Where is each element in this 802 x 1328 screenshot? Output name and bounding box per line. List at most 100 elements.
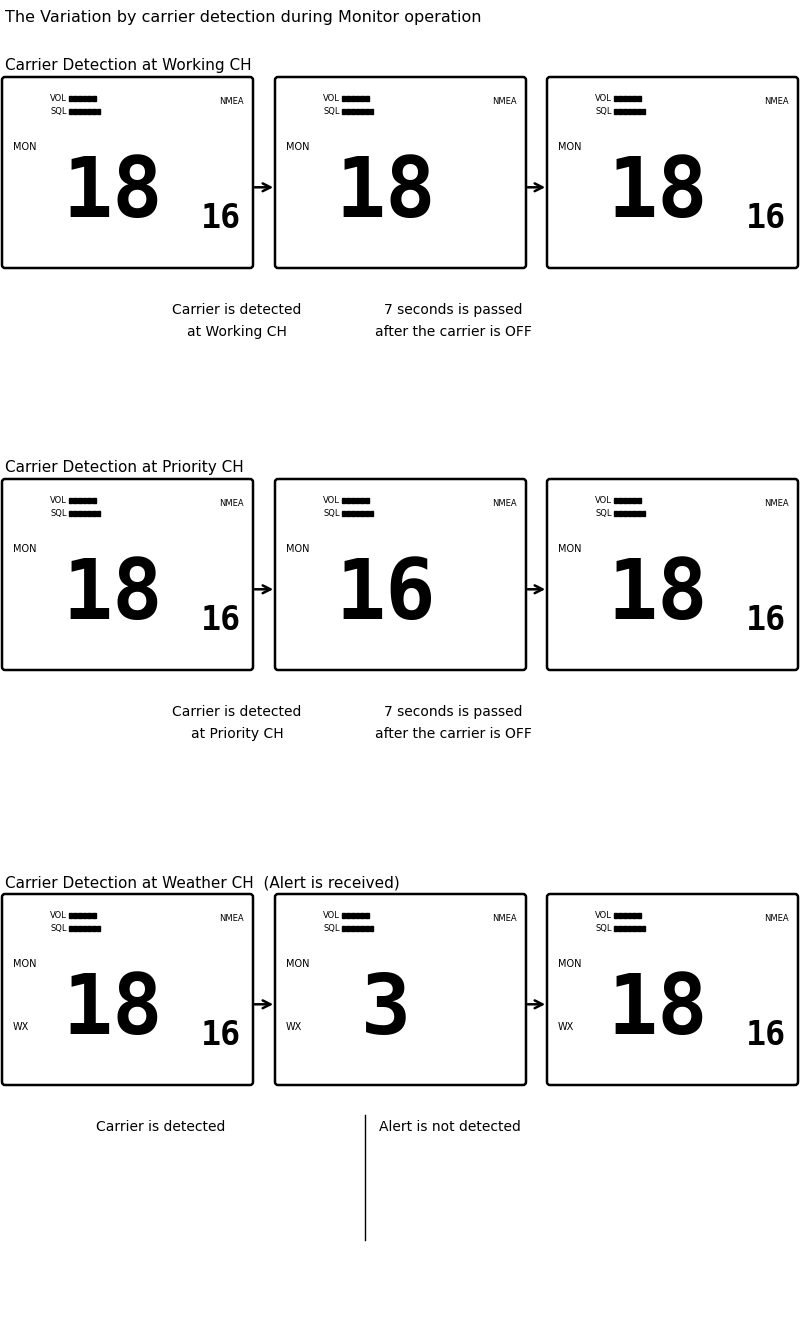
- Text: MON: MON: [286, 959, 309, 968]
- Text: NMEA: NMEA: [219, 914, 244, 923]
- Bar: [613, 926, 617, 931]
- Bar: [370, 926, 373, 931]
- Bar: [346, 498, 350, 503]
- Text: VOL: VOL: [322, 495, 339, 505]
- Text: VOL: VOL: [50, 495, 67, 505]
- Bar: [632, 511, 635, 517]
- Text: WX: WX: [13, 1021, 29, 1032]
- Bar: [360, 109, 363, 114]
- Bar: [613, 96, 617, 101]
- Bar: [73, 926, 77, 931]
- Bar: [370, 511, 373, 517]
- Text: at Priority CH: at Priority CH: [190, 726, 283, 741]
- Text: 16: 16: [744, 1020, 784, 1052]
- Bar: [69, 96, 72, 101]
- Text: NMEA: NMEA: [219, 97, 244, 106]
- Bar: [346, 914, 350, 918]
- Text: MON: MON: [286, 142, 309, 151]
- Bar: [360, 914, 363, 918]
- Bar: [83, 498, 86, 503]
- Bar: [355, 914, 358, 918]
- Text: SQL: SQL: [594, 509, 611, 518]
- Bar: [87, 498, 91, 503]
- Bar: [632, 498, 635, 503]
- Bar: [346, 926, 350, 931]
- Text: VOL: VOL: [322, 94, 339, 104]
- Bar: [350, 96, 354, 101]
- Bar: [346, 96, 350, 101]
- Bar: [632, 926, 635, 931]
- Bar: [83, 96, 86, 101]
- Bar: [622, 511, 626, 517]
- Text: SQL: SQL: [51, 509, 67, 518]
- Bar: [365, 109, 368, 114]
- Text: NMEA: NMEA: [492, 97, 516, 106]
- Bar: [92, 511, 95, 517]
- Bar: [365, 96, 368, 101]
- Bar: [365, 926, 368, 931]
- Bar: [92, 498, 95, 503]
- Bar: [92, 914, 95, 918]
- Bar: [637, 498, 640, 503]
- Bar: [92, 926, 95, 931]
- Bar: [78, 498, 82, 503]
- Bar: [342, 926, 345, 931]
- Bar: [83, 109, 86, 114]
- Bar: [632, 96, 635, 101]
- Text: 7 seconds is passed: 7 seconds is passed: [384, 705, 522, 718]
- Text: The Variation by carrier detection during Monitor operation: The Variation by carrier detection durin…: [5, 11, 481, 25]
- Text: 18: 18: [335, 153, 435, 234]
- Bar: [613, 498, 617, 503]
- Bar: [622, 926, 626, 931]
- Bar: [365, 511, 368, 517]
- Bar: [87, 914, 91, 918]
- Bar: [83, 511, 86, 517]
- Bar: [360, 96, 363, 101]
- Bar: [627, 914, 630, 918]
- Text: MON: MON: [557, 543, 581, 554]
- Bar: [87, 926, 91, 931]
- Text: 16: 16: [335, 555, 435, 636]
- Bar: [637, 511, 640, 517]
- Text: NMEA: NMEA: [219, 499, 244, 509]
- Bar: [613, 914, 617, 918]
- Bar: [627, 109, 630, 114]
- Text: 16: 16: [200, 1020, 241, 1052]
- Bar: [641, 926, 645, 931]
- Text: after the carrier is OFF: after the carrier is OFF: [375, 726, 532, 741]
- Bar: [637, 914, 640, 918]
- FancyBboxPatch shape: [546, 77, 797, 268]
- Bar: [613, 511, 617, 517]
- Text: MON: MON: [13, 142, 36, 151]
- Bar: [350, 511, 354, 517]
- Text: VOL: VOL: [50, 94, 67, 104]
- Text: SQL: SQL: [322, 108, 339, 116]
- FancyBboxPatch shape: [274, 77, 525, 268]
- Bar: [73, 511, 77, 517]
- Bar: [73, 498, 77, 503]
- Text: MON: MON: [286, 543, 309, 554]
- Bar: [355, 109, 358, 114]
- Text: Carrier Detection at Weather CH  (Alert is received): Carrier Detection at Weather CH (Alert i…: [5, 875, 399, 890]
- Bar: [78, 96, 82, 101]
- Bar: [637, 96, 640, 101]
- Bar: [360, 511, 363, 517]
- Bar: [622, 914, 626, 918]
- Text: 18: 18: [607, 153, 707, 234]
- FancyBboxPatch shape: [274, 894, 525, 1085]
- Bar: [87, 96, 91, 101]
- Text: NMEA: NMEA: [492, 499, 516, 509]
- Text: 18: 18: [607, 971, 707, 1052]
- Text: Carrier is detected: Carrier is detected: [95, 1120, 225, 1134]
- Bar: [78, 914, 82, 918]
- FancyBboxPatch shape: [2, 77, 253, 268]
- Bar: [632, 109, 635, 114]
- Text: 3: 3: [360, 971, 411, 1052]
- Bar: [627, 498, 630, 503]
- FancyBboxPatch shape: [274, 479, 525, 671]
- Bar: [618, 926, 621, 931]
- Bar: [370, 109, 373, 114]
- Bar: [618, 914, 621, 918]
- Text: NMEA: NMEA: [764, 499, 788, 509]
- Text: Carrier is detected: Carrier is detected: [172, 705, 302, 718]
